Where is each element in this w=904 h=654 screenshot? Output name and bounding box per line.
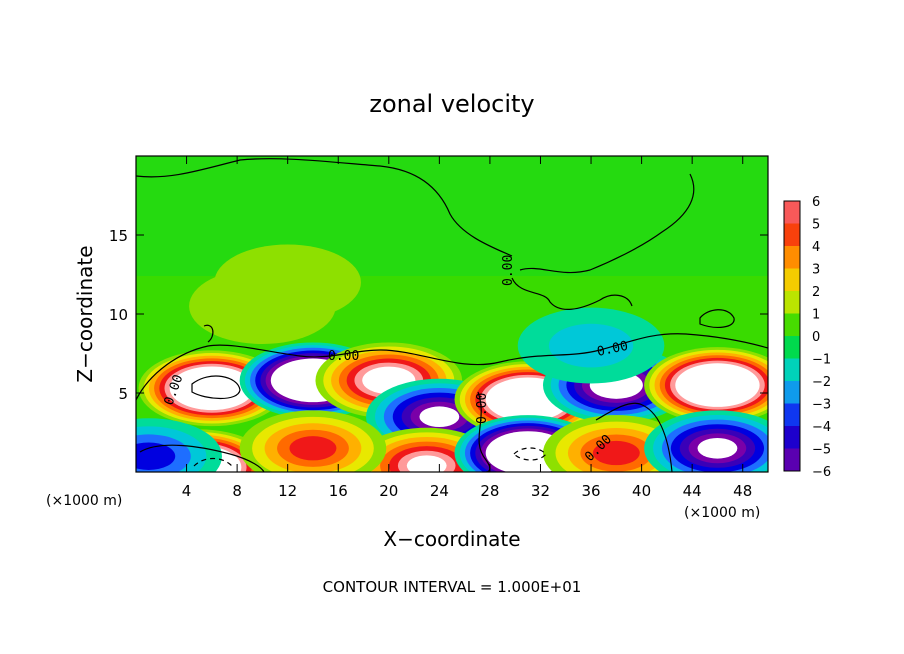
x-scale-note-right: (×1000 m)	[684, 505, 760, 521]
x-tick-label: 28	[480, 482, 499, 500]
negative-velocity-cell	[419, 406, 460, 427]
colorbar-tick-label: 2	[812, 285, 820, 300]
x-tick-label: 16	[329, 482, 348, 500]
colorbar-tick-label: −5	[812, 443, 831, 458]
contour-line	[136, 158, 513, 257]
x-axis: 4 8 12 16 20 24 28 32 36 40 44 48	[182, 156, 752, 500]
contour-line	[519, 173, 695, 274]
negative-velocity-cell	[136, 442, 176, 470]
velocity-field	[136, 156, 768, 472]
colorbar: 6 5 4 3 2 1 0 −1 −2 −3 −4 −5 −6	[783, 195, 831, 480]
x-tick-label: 8	[232, 482, 242, 500]
colorbar-tick-label: −4	[812, 420, 831, 435]
x-tick-label: 12	[278, 482, 297, 500]
y-axis-label: Z−coordinate	[73, 245, 97, 382]
contour-line	[699, 309, 735, 328]
colorbar-swatch	[784, 358, 800, 382]
colorbar-swatch	[784, 291, 800, 314]
contour-line	[191, 375, 241, 400]
y-axis: 5 10 15	[109, 227, 768, 403]
colorbar-tick-label: 5	[812, 218, 820, 233]
colorbar-tick-label: −6	[812, 465, 831, 480]
colorbar-swatch	[784, 448, 800, 472]
colorbar-tick-label: 6	[812, 195, 820, 210]
colorbar-swatch	[784, 381, 800, 404]
colorbar-swatch	[784, 336, 800, 359]
contour-interval-note: CONTOUR INTERVAL = 1.000E+01	[323, 578, 582, 596]
y-tick-label: 10	[109, 306, 128, 324]
colorbar-tick-label: 0	[812, 330, 820, 345]
contour-line	[513, 447, 547, 461]
colorbar-tick-label: 3	[812, 263, 820, 278]
colorbar-tick-label: 1	[812, 308, 820, 323]
colorbar-swatch	[784, 223, 800, 247]
contour-label: 0.00	[475, 393, 490, 424]
field-upper	[136, 156, 768, 276]
contour-line	[136, 333, 768, 401]
x-tick-label: 20	[379, 482, 398, 500]
positive-velocity-cell	[675, 363, 760, 407]
colorbar-swatch	[784, 201, 800, 224]
colorbar-swatch	[784, 426, 800, 449]
x-tick-label: 40	[632, 482, 651, 500]
colorbar-tick-label: −3	[812, 398, 831, 413]
x-tick-label: 32	[531, 482, 550, 500]
x-tick-label: 44	[683, 482, 702, 500]
negative-velocity-cell	[548, 323, 634, 368]
colorbar-frame	[783, 200, 801, 472]
y-tick-label: 5	[118, 385, 128, 403]
x-scale-note-left: (×1000 m)	[46, 493, 122, 509]
x-tick-label: 4	[182, 482, 192, 500]
negative-velocity-cell	[697, 438, 738, 459]
colorbar-swatch	[784, 403, 800, 427]
positive-velocity-cell	[214, 244, 361, 321]
x-axis-label: X−coordinate	[383, 527, 520, 551]
contour-label: 0.00	[501, 255, 516, 286]
zero-contours	[136, 158, 768, 472]
contour-line	[193, 457, 233, 467]
positive-velocity-cell	[592, 440, 640, 466]
positive-velocity-cell	[406, 455, 447, 472]
contour-line	[511, 277, 633, 310]
contour-line	[595, 402, 673, 472]
x-tick-label: 36	[581, 482, 600, 500]
x-tick-label: 24	[430, 482, 449, 500]
positive-velocity-cell	[169, 366, 254, 411]
contour-label: 0.00	[328, 349, 359, 364]
contour-line	[203, 324, 214, 343]
x-tick-label: 48	[733, 482, 752, 500]
chart-title: zonal velocity	[369, 90, 534, 118]
colorbar-swatch	[784, 268, 800, 292]
contour-line	[139, 444, 265, 472]
positive-velocity-cell	[289, 436, 337, 461]
contour-label: 0.00	[596, 339, 630, 360]
colorbar-swatch	[784, 246, 800, 269]
colorbar-tick-label: 4	[812, 240, 820, 255]
y-tick-label: 15	[109, 227, 128, 245]
colorbar-tick-label: −1	[812, 353, 831, 368]
colorbar-swatch	[784, 313, 800, 337]
colorbar-tick-label: −2	[812, 375, 831, 390]
contour-line	[477, 391, 491, 472]
